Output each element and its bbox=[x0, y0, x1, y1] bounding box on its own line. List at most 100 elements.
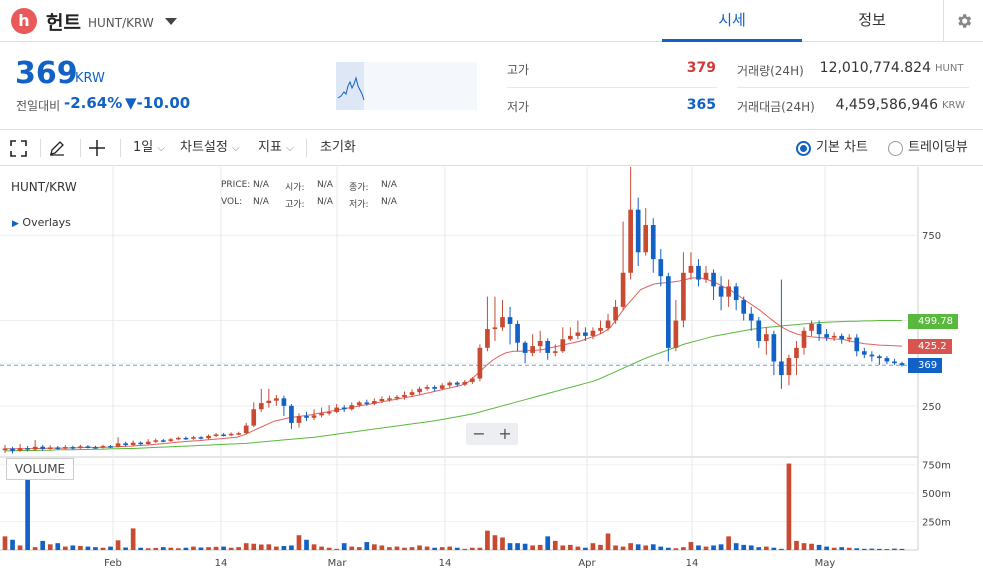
gear-icon[interactable] bbox=[943, 0, 983, 42]
volume-bar bbox=[771, 547, 777, 550]
high-label: 고가 bbox=[507, 63, 530, 77]
amount-value: 4,459,586,946 bbox=[835, 97, 938, 113]
volume-bar bbox=[356, 547, 362, 550]
basic-chart-label[interactable]: 기본 차트 bbox=[816, 140, 868, 155]
low-label: 저가 bbox=[507, 100, 530, 114]
crosshair-icon[interactable] bbox=[88, 130, 106, 166]
basic-chart-radio[interactable] bbox=[796, 141, 811, 156]
tradingview-label[interactable]: 트레이딩뷰 bbox=[908, 140, 968, 155]
volume-bar bbox=[258, 544, 264, 550]
volume-bar bbox=[530, 545, 535, 550]
candle-body bbox=[10, 448, 15, 451]
volume-bar bbox=[251, 543, 257, 550]
tab-price[interactable]: 시세 bbox=[662, 0, 802, 42]
tradingview-radio[interactable] bbox=[888, 141, 903, 156]
candle-body bbox=[176, 437, 181, 440]
change-label: 전일대비 bbox=[16, 99, 61, 113]
candle-body bbox=[25, 448, 30, 450]
overlays-toggle[interactable]: ▶ Overlays bbox=[12, 216, 71, 229]
volume-bar bbox=[191, 546, 196, 550]
candle-body bbox=[575, 332, 581, 336]
reset-button[interactable]: 초기화 bbox=[320, 140, 356, 155]
candle-body bbox=[228, 433, 234, 436]
overlays-label: Overlays bbox=[22, 216, 71, 229]
interval-select[interactable]: 1일 ⌵ bbox=[133, 130, 165, 166]
mini-chart[interactable] bbox=[336, 62, 477, 110]
candle-body bbox=[266, 400, 272, 404]
candlestick-chart[interactable]: 750 250 750m 500m 250m Feb 14 Mar 14 Apr 14 May bbox=[0, 167, 983, 576]
volume-bar bbox=[319, 546, 324, 550]
indicators-menu[interactable]: 지표 ⌵ bbox=[258, 130, 294, 166]
candle-body bbox=[861, 351, 867, 355]
volume-bar bbox=[877, 548, 882, 550]
volume-bar bbox=[349, 546, 355, 550]
volume-toggle-button[interactable]: VOLUME bbox=[6, 458, 74, 480]
volume-bar bbox=[741, 544, 747, 550]
candle-body bbox=[650, 225, 656, 260]
volume-bar bbox=[763, 546, 769, 550]
candle-body bbox=[417, 388, 422, 393]
volume-bar bbox=[108, 546, 113, 550]
volume-unit: HUNT bbox=[935, 63, 964, 74]
volume-bar bbox=[311, 544, 317, 550]
volume-bar bbox=[711, 545, 716, 550]
candle-body bbox=[605, 320, 611, 329]
candle-body bbox=[108, 446, 113, 448]
chart-settings-menu[interactable]: 차트설정 ⌵ bbox=[180, 130, 240, 166]
x-tick-label: May bbox=[815, 558, 836, 569]
volume-bar bbox=[123, 547, 128, 550]
volume-bar bbox=[145, 548, 151, 550]
price-summary: 369 KRW 전일대비 -2.64% ▼-10.00 고가 379 저가 36… bbox=[0, 42, 983, 130]
ma-long-price-tag: 499.78 bbox=[908, 313, 958, 329]
zoom-controls: − + bbox=[466, 423, 518, 445]
volume-bar bbox=[786, 463, 792, 550]
low-legend-label: 저가: bbox=[349, 200, 369, 210]
volume-bar bbox=[869, 548, 875, 550]
candle-body bbox=[160, 440, 166, 442]
candle-body bbox=[522, 342, 528, 353]
volume-bar bbox=[40, 540, 46, 550]
candle-body bbox=[552, 351, 558, 353]
low-legend-value: N/A bbox=[381, 197, 397, 207]
chevron-down-icon: ⌵ bbox=[286, 143, 294, 154]
candle-body bbox=[477, 347, 483, 379]
volume-bar bbox=[899, 548, 905, 550]
candle-body bbox=[236, 433, 242, 435]
coin-pair[interactable]: HUNT/KRW bbox=[88, 16, 154, 30]
candle-body bbox=[703, 272, 709, 280]
candle-body bbox=[100, 446, 106, 448]
candle-body bbox=[379, 399, 385, 402]
candle-body bbox=[454, 382, 460, 385]
fullscreen-icon[interactable] bbox=[10, 130, 27, 166]
candle-body bbox=[153, 440, 159, 442]
volume-bar bbox=[470, 547, 475, 550]
volume-bar bbox=[846, 547, 852, 550]
volume-bar bbox=[236, 547, 242, 550]
x-tick-label: 14 bbox=[439, 558, 452, 569]
candle-body bbox=[78, 446, 83, 448]
candle-body bbox=[560, 339, 566, 352]
zoom-in-button[interactable]: + bbox=[498, 424, 512, 443]
candle-body bbox=[55, 447, 61, 449]
close-legend-value: N/A bbox=[381, 180, 397, 190]
tab-info[interactable]: 정보 bbox=[858, 11, 886, 29]
zoom-out-button[interactable]: − bbox=[472, 424, 486, 443]
price-legend-label: PRICE: bbox=[221, 180, 251, 190]
candle-body bbox=[839, 335, 845, 340]
candle-body bbox=[387, 398, 392, 400]
candle-body bbox=[470, 378, 475, 382]
pencil-icon[interactable] bbox=[48, 130, 66, 166]
current-price: 369 bbox=[15, 56, 78, 91]
chevron-down-icon[interactable] bbox=[165, 18, 177, 25]
volume-bar bbox=[304, 539, 309, 550]
volume-bar bbox=[560, 545, 566, 550]
volume-bar bbox=[643, 545, 649, 550]
candle-body bbox=[251, 409, 257, 426]
volume-bar bbox=[733, 543, 739, 550]
coin-name[interactable]: 헌트 bbox=[46, 12, 81, 34]
volume-bar bbox=[221, 546, 226, 550]
candle-body bbox=[462, 381, 468, 385]
price-chart[interactable]: 750 250 750m 500m 250m Feb 14 Mar 14 Apr 14 May HUN… bbox=[0, 167, 983, 576]
volume-bar bbox=[85, 546, 91, 550]
volume-bar bbox=[394, 546, 400, 550]
